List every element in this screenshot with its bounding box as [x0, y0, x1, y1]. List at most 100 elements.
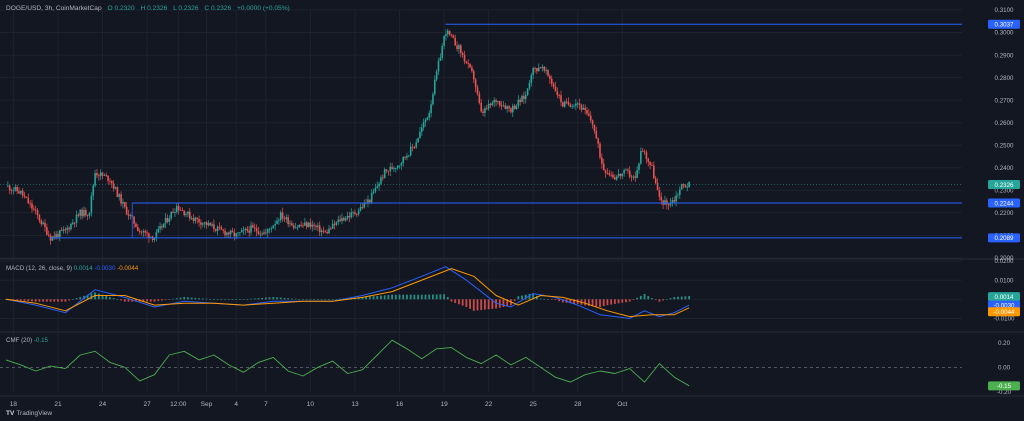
candle-body: [289, 223, 291, 225]
candle-body: [419, 131, 421, 139]
cmf-value-label-box: [988, 381, 1020, 391]
x-tick-label: 19: [440, 401, 448, 408]
candle-body: [157, 229, 160, 233]
candle-body: [272, 225, 275, 229]
candle-body: [396, 165, 399, 168]
candle-body: [270, 228, 273, 230]
macd-histogram-bar: [60, 299, 63, 302]
macd-histogram-bar: [406, 294, 408, 300]
candle-body: [389, 166, 392, 172]
candle-body: [459, 45, 462, 54]
candle-body: [298, 225, 301, 228]
macd-histogram-bar: [168, 299, 171, 300]
macd-histogram-bar: [647, 296, 650, 300]
candle-body: [44, 222, 46, 228]
candle-body: [456, 45, 458, 49]
macd-histogram-bar: [543, 298, 546, 300]
macd-histogram-bar: [79, 297, 82, 300]
candle-body: [688, 182, 690, 188]
candle-body: [320, 230, 323, 233]
candle-body: [343, 218, 345, 221]
candle-body: [664, 200, 666, 205]
candle-body: [653, 165, 655, 179]
candle-body: [506, 106, 508, 109]
macd-histogram-bar: [272, 297, 275, 300]
candle-body: [281, 212, 284, 219]
candle-body: [595, 131, 598, 139]
candle-body: [207, 222, 210, 226]
candle-body: [513, 105, 516, 109]
candle-body: [467, 62, 470, 64]
candle-body: [40, 220, 43, 225]
macd-histogram-bar: [294, 298, 297, 300]
candle-body: [276, 220, 278, 224]
symbol-title[interactable]: DOGE/USD, 3h, CoinMarketCap: [6, 5, 102, 12]
candle-body: [18, 191, 20, 194]
macd-histogram-bar: [105, 295, 108, 300]
candle-body: [443, 35, 445, 46]
candle-body: [682, 184, 685, 186]
candle-body: [285, 217, 288, 219]
candle-body: [504, 105, 507, 109]
candle-body: [114, 187, 117, 189]
macd-histogram-bar: [246, 299, 249, 300]
macd-histogram-bar: [257, 298, 260, 300]
macd-histogram-bar: [398, 294, 401, 300]
macd-histogram-bar: [309, 299, 312, 300]
macd-histogram-bar: [402, 294, 405, 300]
candle-body: [129, 215, 132, 217]
candle-body: [357, 210, 360, 215]
macd-histogram-bar: [432, 294, 434, 300]
candle-body: [85, 210, 87, 216]
candle-body: [565, 101, 568, 103]
candle-body: [487, 103, 490, 109]
macd-value-label-box: [988, 292, 1020, 302]
candle-body: [25, 196, 28, 198]
macd-histogram-bar: [131, 299, 134, 302]
candle-body: [214, 229, 217, 231]
cmf-legend[interactable]: CMF (20) -0.15: [6, 337, 48, 344]
candle-body: [372, 191, 375, 194]
candle-body: [404, 156, 406, 158]
macd-histogram-bar: [64, 299, 67, 302]
candle-body: [198, 219, 200, 223]
candle-body: [94, 173, 96, 186]
x-tick-label: 18: [10, 401, 18, 408]
candle-body: [302, 225, 304, 227]
candle-body: [133, 216, 135, 224]
candle-body: [192, 218, 195, 221]
candle-body: [196, 217, 198, 220]
candle-body: [263, 232, 265, 235]
candle-body: [554, 86, 557, 92]
candle-body: [608, 173, 611, 175]
candle-body: [643, 151, 646, 153]
candle-body: [478, 93, 481, 103]
candle-body: [335, 222, 338, 225]
candle-body: [409, 146, 412, 156]
candle-body: [120, 194, 122, 204]
macd-histogram-bar: [491, 299, 494, 309]
candle-body: [68, 228, 70, 230]
macd-histogram-bar: [45, 299, 48, 302]
candle-body: [445, 33, 447, 36]
macd-histogram-bar: [587, 299, 590, 306]
candle-body: [305, 222, 308, 227]
macd-histogram-bar: [34, 299, 37, 302]
macd-legend[interactable]: MACD (12, 26, close, 9) 0.0014 -0.0030 -…: [6, 265, 138, 272]
candle-body: [558, 95, 560, 96]
candle-body: [326, 232, 328, 234]
candle-body: [278, 220, 280, 221]
macd-histogram-bar: [261, 297, 264, 300]
candle-body: [439, 57, 442, 61]
macd-histogram-bar: [532, 293, 535, 300]
candle-body: [471, 67, 473, 72]
macd-histogram: [5, 292, 690, 311]
candle-body: [654, 178, 657, 183]
candle-body: [491, 102, 494, 106]
price-tick-label: 0.2300: [995, 188, 1014, 195]
candle-body: [495, 100, 497, 102]
candle-body: [556, 91, 559, 96]
candle-body: [591, 120, 594, 125]
candle-body: [109, 180, 111, 182]
